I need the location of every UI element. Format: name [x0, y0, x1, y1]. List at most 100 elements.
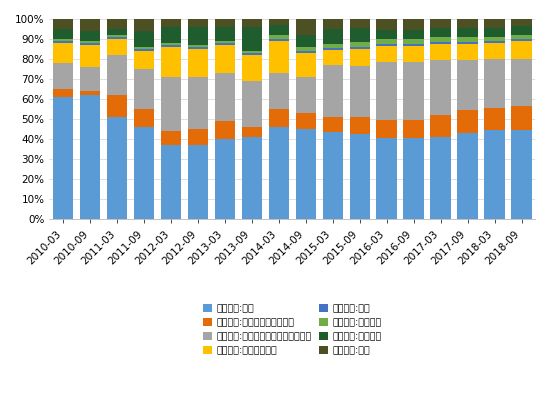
Bar [161, 43, 181, 45]
Bar [214, 73, 235, 121]
Bar [322, 19, 343, 29]
Bar [458, 37, 477, 42]
Bar [349, 47, 370, 49]
Bar [377, 44, 397, 46]
Bar [295, 129, 316, 220]
Legend: 余额占比:贷款, 余额占比:交易性金融资产投资, 余额占比:可供出售及持有至到期投资, 余额占比:长期股权投资, 余额占比:租赁, 余额占比:买入返售, 余额占: 余额占比:贷款, 余额占比:交易性金融资产投资, 余额占比:可供出售及持有至到期… [203, 304, 382, 355]
Bar [268, 109, 289, 127]
Bar [458, 19, 477, 28]
Bar [161, 27, 181, 43]
Bar [349, 19, 370, 28]
Bar [188, 49, 208, 77]
Bar [80, 31, 100, 41]
Bar [214, 41, 235, 43]
Bar [188, 129, 208, 145]
Bar [268, 19, 289, 25]
Bar [80, 19, 100, 31]
Bar [161, 47, 181, 77]
Bar [485, 108, 505, 130]
Bar [241, 51, 262, 53]
Bar [458, 133, 477, 220]
Bar [349, 117, 370, 134]
Bar [377, 30, 397, 39]
Bar [80, 43, 100, 45]
Bar [188, 145, 208, 220]
Bar [268, 73, 289, 109]
Bar [512, 59, 532, 106]
Bar [458, 110, 477, 133]
Bar [53, 29, 73, 39]
Bar [322, 44, 343, 48]
Bar [458, 42, 477, 44]
Bar [512, 39, 532, 41]
Bar [268, 39, 289, 41]
Bar [53, 97, 73, 220]
Bar [512, 41, 532, 59]
Bar [107, 95, 127, 117]
Bar [134, 69, 154, 109]
Bar [377, 46, 397, 62]
Bar [404, 120, 424, 138]
Bar [485, 44, 505, 59]
Bar [431, 28, 450, 37]
Bar [404, 138, 424, 220]
Bar [161, 131, 181, 145]
Bar [268, 25, 289, 35]
Bar [295, 51, 316, 53]
Bar [512, 26, 532, 35]
Bar [349, 28, 370, 42]
Bar [188, 19, 208, 27]
Bar [322, 48, 343, 50]
Bar [349, 66, 370, 117]
Bar [241, 137, 262, 220]
Bar [431, 137, 450, 220]
Bar [134, 47, 154, 49]
Bar [107, 19, 127, 29]
Bar [214, 139, 235, 220]
Bar [295, 53, 316, 77]
Bar [404, 62, 424, 120]
Bar [485, 59, 505, 108]
Bar [161, 77, 181, 131]
Bar [485, 41, 505, 44]
Bar [377, 120, 397, 138]
Bar [241, 81, 262, 127]
Bar [404, 19, 424, 30]
Bar [512, 19, 532, 26]
Bar [241, 19, 262, 27]
Bar [349, 134, 370, 220]
Bar [188, 77, 208, 129]
Bar [295, 47, 316, 51]
Bar [53, 19, 73, 29]
Bar [431, 37, 450, 42]
Bar [295, 77, 316, 113]
Bar [431, 115, 450, 137]
Bar [161, 45, 181, 47]
Bar [188, 27, 208, 45]
Bar [134, 19, 154, 31]
Bar [214, 121, 235, 139]
Bar [377, 138, 397, 220]
Bar [295, 19, 316, 35]
Bar [80, 41, 100, 43]
Bar [53, 41, 73, 43]
Bar [214, 43, 235, 45]
Bar [458, 28, 477, 37]
Bar [241, 127, 262, 137]
Bar [214, 45, 235, 73]
Bar [431, 44, 450, 60]
Bar [134, 31, 154, 47]
Bar [188, 47, 208, 49]
Bar [80, 91, 100, 95]
Bar [349, 42, 370, 47]
Bar [80, 67, 100, 91]
Bar [322, 65, 343, 117]
Bar [268, 127, 289, 220]
Bar [214, 19, 235, 27]
Bar [53, 39, 73, 41]
Bar [404, 39, 424, 44]
Bar [512, 106, 532, 130]
Bar [134, 49, 154, 51]
Bar [322, 29, 343, 44]
Bar [214, 27, 235, 41]
